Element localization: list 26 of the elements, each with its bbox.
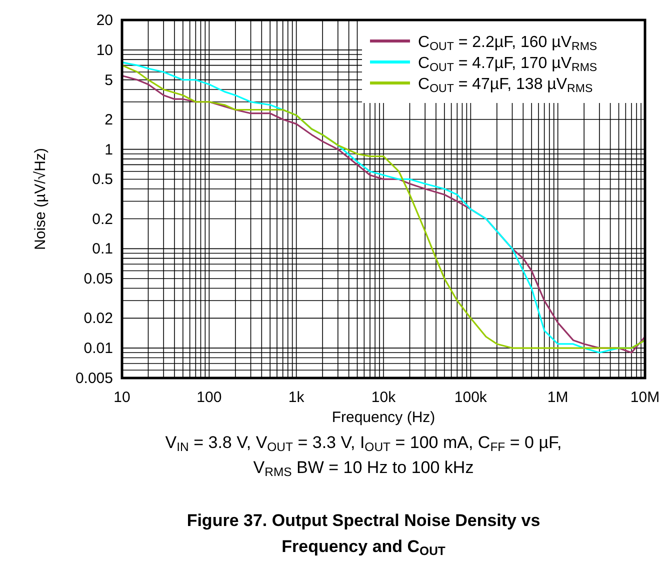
x-tick-label: 1M <box>547 389 568 406</box>
y-tick-label: 0.02 <box>84 310 113 328</box>
y-tick-label: 1 <box>104 141 113 158</box>
text: V$_{IN}$ = 3.8 V, V$_{OUT}$ = 3.3 V, I$_{OUT}$ = 100 mA, C$_{FF}$ = 0 µF, <box>165 433 562 454</box>
y-tick-label: 0.005 <box>75 370 113 387</box>
x-tick-label: 100k <box>454 389 488 406</box>
y-tick-label: 0.05 <box>84 270 113 288</box>
legend-label: C$_{OUT}$ = 47µF, 138 µV$_{RMS}$ <box>418 76 593 95</box>
y-tick-label: 0.2 <box>92 210 113 228</box>
y-tick-label: 0.5 <box>92 171 113 188</box>
y-tick-label: 0.01 <box>84 340 113 358</box>
y-axis-title: Noise (µV/√Hz) <box>32 148 49 250</box>
x-tick-label: 1k <box>288 389 305 406</box>
legend-label: C$_{OUT}$ = 2.2µF, 160 µV$_{RMS}$ <box>418 34 598 53</box>
text: V$_{RMS}$ BW = 10 Hz to 100 kHz <box>253 458 474 479</box>
y-tick-label: 2 <box>104 111 113 128</box>
legend-label: C$_{OUT}$ = 4.7µF, 170 µV$_{RMS}$ <box>418 55 598 74</box>
y-tick-label: 10 <box>96 42 113 59</box>
y-tick-label: 20 <box>96 12 113 29</box>
y-tick-label: 5 <box>104 72 113 89</box>
y-tick-label: 0.1 <box>92 240 113 258</box>
text: Figure 37. Output Spectral Noise Density vs Frequency and C$_{OUT}$ <box>186 511 540 558</box>
x-tick-label: 10k <box>371 389 396 406</box>
x-axis-title: Frequency (Hz) <box>332 409 436 426</box>
x-tick-label: 100 <box>196 389 222 406</box>
x-tick-label: 10M <box>630 389 660 406</box>
